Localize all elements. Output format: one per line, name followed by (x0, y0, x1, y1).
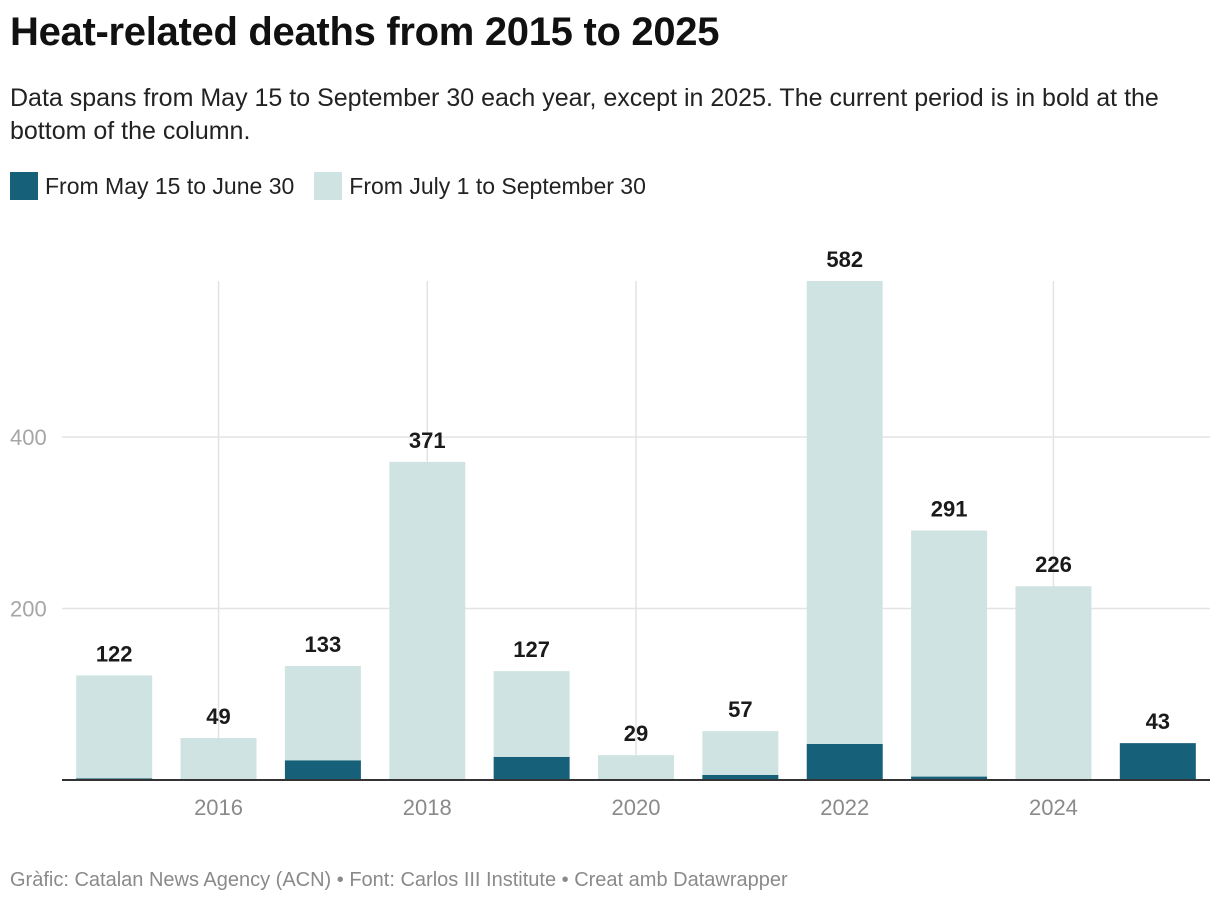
x-tick-label-2018: 2018 (403, 795, 452, 820)
bar-2015-series-2 (76, 675, 153, 779)
bar-2017-series-1 (284, 760, 361, 780)
bar-2021-series-2 (702, 731, 779, 775)
bar-total-label-2016: 49 (206, 704, 230, 729)
bar-2019-series-2 (493, 671, 570, 757)
bar-total-label-2020: 29 (624, 721, 648, 746)
bar-2017-series-2 (284, 665, 361, 761)
y-tick-label-200: 200 (10, 597, 47, 622)
bar-total-label-2018: 371 (409, 428, 446, 453)
legend-label-july-september: From July 1 to September 30 (349, 172, 646, 199)
bar-total-label-2022: 582 (826, 247, 863, 272)
bar-total-label-2015: 122 (96, 641, 133, 666)
legend-swatch-may-june (10, 172, 38, 200)
bar-total-label-2024: 226 (1035, 552, 1072, 577)
x-tick-label-2020: 2020 (612, 795, 661, 820)
y-tick-label-400: 400 (10, 425, 47, 450)
bar-total-label-2021: 57 (728, 697, 752, 722)
chart-title: Heat-related deaths from 2015 to 2025 (10, 10, 720, 54)
bar-2019-series-1 (493, 756, 570, 780)
legend: From May 15 to June 30 From July 1 to Se… (10, 172, 666, 200)
bar-2024-series-2 (1015, 586, 1092, 780)
bar-total-label-2019: 127 (513, 637, 550, 662)
bar-2023-series-1 (911, 776, 988, 780)
bar-2022-series-1 (806, 743, 883, 780)
bar-2016-series-2 (180, 737, 257, 780)
bar-total-label-2017: 133 (305, 632, 342, 657)
bar-chart: 200 400 122 49 133 371 127 29 57 582 291 226 43 2016 2… (10, 247, 1210, 820)
legend-swatch-july-september (314, 172, 343, 200)
bar-2022-series-2 (806, 281, 883, 744)
x-tick-label-2016: 2016 (194, 795, 243, 820)
bar-total-label-2023: 291 (931, 497, 968, 522)
legend-item-may-june: From May 15 to June 30 (10, 172, 294, 200)
source-footer: Gràfic: Catalan News Agency (ACN) • Font… (10, 869, 788, 891)
bar-total-label-2025: 43 (1146, 709, 1170, 734)
chart-subtitle: Data spans from May 15 to September 30 e… (10, 84, 1159, 145)
bar-2018-series-2 (389, 461, 466, 780)
bar-2023-series-2 (911, 530, 988, 777)
bar-2025-series-1 (1119, 743, 1196, 780)
x-tick-label-2024: 2024 (1029, 795, 1078, 820)
x-tick-label-2022: 2022 (820, 795, 869, 820)
bar-2020-series-2 (598, 755, 674, 780)
bar-2021-series-1 (702, 774, 779, 780)
legend-item-july-september: From July 1 to September 30 (314, 172, 646, 200)
legend-label-may-june: From May 15 to June 30 (45, 172, 295, 199)
